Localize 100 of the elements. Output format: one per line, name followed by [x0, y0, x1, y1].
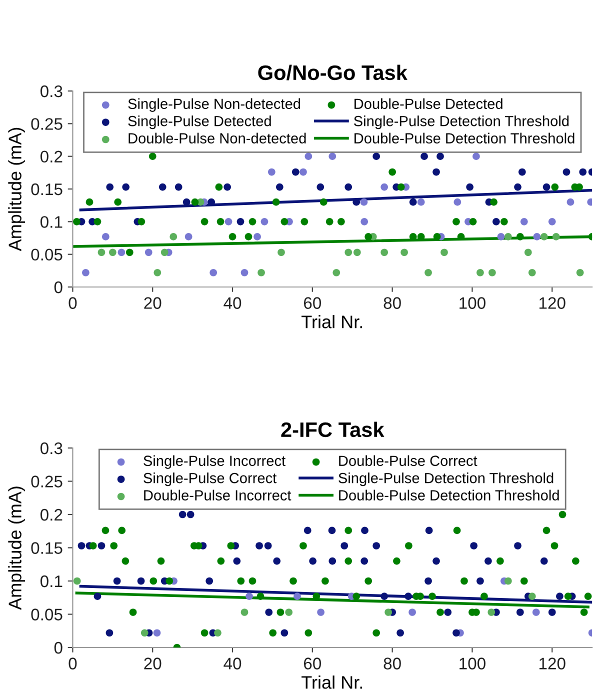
- point: [532, 608, 540, 616]
- point: [548, 218, 556, 226]
- point: [562, 168, 570, 176]
- point: [340, 542, 348, 550]
- point: [292, 168, 300, 176]
- point: [542, 183, 550, 191]
- chart-title: 2-IFC Task: [281, 422, 384, 438]
- point: [572, 557, 580, 565]
- x-tick-label: 40: [224, 297, 242, 309]
- point: [540, 557, 548, 565]
- point: [322, 577, 329, 585]
- point: [236, 218, 244, 226]
- y-tick-label: 0.2: [40, 150, 62, 163]
- point: [496, 557, 504, 565]
- point: [580, 608, 588, 616]
- y-tick-label: 0.05: [31, 608, 62, 620]
- y-tick-label: 0.3: [40, 442, 62, 454]
- point: [290, 577, 297, 585]
- legend-label: Double-Pulse Detection Threshold: [339, 490, 559, 500]
- y-tick-label: 0: [54, 281, 62, 294]
- y-tick-label: 0.15: [31, 542, 62, 554]
- point: [206, 577, 214, 585]
- point: [518, 168, 526, 176]
- point: [380, 248, 388, 256]
- chart-title: Go/No-Go Task: [258, 64, 408, 80]
- point: [564, 592, 572, 600]
- point: [480, 592, 488, 600]
- point: [300, 542, 307, 550]
- point: [158, 183, 166, 191]
- point: [540, 233, 548, 240]
- point: [520, 577, 528, 585]
- point: [300, 168, 307, 176]
- point: [186, 510, 194, 518]
- point: [388, 168, 396, 176]
- point: [360, 198, 368, 206]
- point: [453, 526, 461, 534]
- point: [265, 608, 273, 616]
- point: [224, 218, 232, 226]
- point: [460, 577, 468, 585]
- point: [533, 233, 541, 240]
- point: [420, 152, 428, 160]
- x-tick-label: 40: [224, 658, 242, 670]
- point: [280, 218, 288, 226]
- x-tick-label: 80: [384, 297, 401, 309]
- point: [566, 198, 574, 206]
- point: [488, 608, 496, 616]
- point: [472, 152, 480, 160]
- point: [98, 542, 106, 550]
- legend-label: Single-Pulse Incorrect: [144, 455, 286, 469]
- x-tick-label: 100: [460, 297, 486, 309]
- point: [360, 218, 368, 226]
- point: [500, 218, 508, 226]
- point: [285, 608, 293, 616]
- point: [276, 608, 284, 616]
- point: [94, 218, 102, 226]
- point: [122, 557, 130, 565]
- x-tick-label: 80: [384, 658, 401, 670]
- point: [184, 233, 192, 240]
- point: [444, 608, 452, 616]
- point: [233, 557, 241, 565]
- point: [148, 152, 156, 160]
- point: [138, 218, 146, 226]
- point: [428, 592, 436, 600]
- point: [178, 510, 186, 518]
- y-tick-label: 0.15: [31, 183, 62, 196]
- point: [240, 608, 248, 616]
- point: [191, 198, 199, 206]
- x-tick-label: 60: [304, 658, 322, 670]
- point: [576, 268, 584, 276]
- point: [78, 542, 86, 550]
- point: [126, 248, 134, 256]
- point: [497, 233, 505, 240]
- point: [140, 629, 148, 637]
- point: [224, 183, 231, 191]
- point: [404, 592, 412, 600]
- point: [417, 198, 425, 206]
- y-tick-label: 0: [54, 642, 62, 654]
- point: [328, 152, 336, 160]
- point: [246, 592, 253, 600]
- point: [258, 268, 265, 276]
- point: [240, 268, 248, 276]
- point: [154, 268, 162, 276]
- legend-label: Double-Pulse Non-detected: [128, 132, 306, 144]
- point: [280, 629, 288, 637]
- point: [364, 233, 372, 240]
- point: [150, 577, 158, 585]
- x-tick-label: 0: [68, 658, 77, 670]
- x-tick-label: 120: [539, 658, 566, 670]
- point: [338, 218, 345, 226]
- point: [344, 557, 352, 565]
- point: [94, 592, 102, 600]
- point: [484, 557, 492, 565]
- y-tick-label: 0.3: [40, 85, 62, 98]
- point: [129, 608, 137, 616]
- point: [268, 168, 276, 176]
- point: [490, 198, 498, 206]
- point: [344, 183, 352, 191]
- x-tick-label: 120: [539, 297, 566, 309]
- point: [216, 218, 224, 226]
- legend-label: Single-Pulse Non-detected: [128, 98, 300, 112]
